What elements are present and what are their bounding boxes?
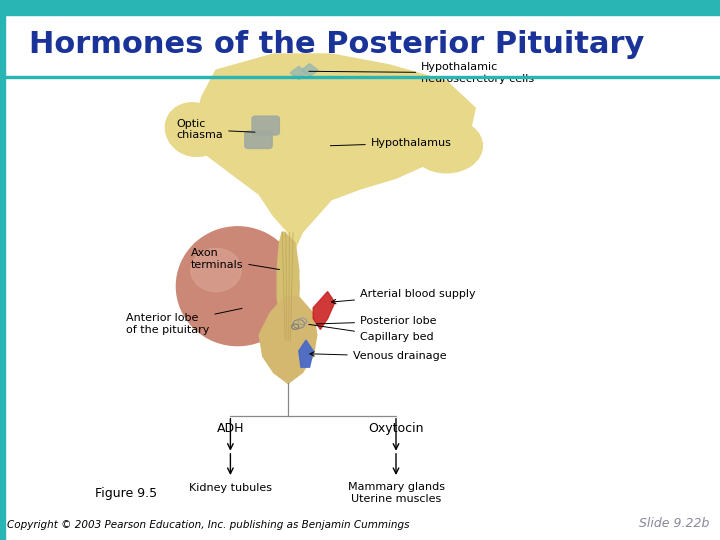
- Ellipse shape: [191, 248, 241, 292]
- Text: Figure 9.5: Figure 9.5: [95, 487, 157, 500]
- Text: Axon
terminals: Axon terminals: [191, 248, 279, 270]
- Ellipse shape: [410, 119, 482, 173]
- Polygon shape: [301, 64, 318, 77]
- Text: Copyright © 2003 Pearson Education, Inc. publishing as Benjamin Cummings: Copyright © 2003 Pearson Education, Inc.…: [7, 520, 410, 530]
- FancyBboxPatch shape: [245, 131, 272, 148]
- Text: Optic
chiasma: Optic chiasma: [176, 119, 255, 140]
- Text: Oxytocin: Oxytocin: [368, 422, 424, 435]
- Polygon shape: [277, 232, 299, 340]
- Text: ADH: ADH: [217, 422, 244, 435]
- Text: Arterial blood supply: Arterial blood supply: [331, 289, 476, 304]
- Polygon shape: [194, 54, 475, 248]
- Text: Anterior lobe
of the pituitary: Anterior lobe of the pituitary: [126, 308, 242, 335]
- Polygon shape: [259, 297, 317, 383]
- Text: Venous drainage: Venous drainage: [310, 352, 446, 361]
- FancyBboxPatch shape: [252, 116, 279, 135]
- Bar: [0, 15, 5, 540]
- Text: Mammary glands
Uterine muscles: Mammary glands Uterine muscles: [348, 482, 444, 504]
- Ellipse shape: [176, 227, 299, 346]
- Bar: [0, 0, 720, 15]
- Text: Hypothalamus: Hypothalamus: [330, 138, 451, 148]
- Text: Posterior lobe: Posterior lobe: [316, 316, 436, 326]
- Ellipse shape: [166, 103, 223, 157]
- Bar: [5, 76, 720, 78]
- Text: Hormones of the Posterior Pituitary: Hormones of the Posterior Pituitary: [29, 30, 644, 59]
- Text: Capillary bed: Capillary bed: [309, 325, 433, 342]
- Text: Slide 9.22b: Slide 9.22b: [639, 517, 709, 530]
- Polygon shape: [313, 292, 335, 329]
- Text: Kidney tubules: Kidney tubules: [189, 483, 272, 494]
- Polygon shape: [290, 66, 307, 79]
- Text: Hypothalamic
neurosecretory cells: Hypothalamic neurosecretory cells: [309, 62, 534, 84]
- Polygon shape: [299, 340, 313, 367]
